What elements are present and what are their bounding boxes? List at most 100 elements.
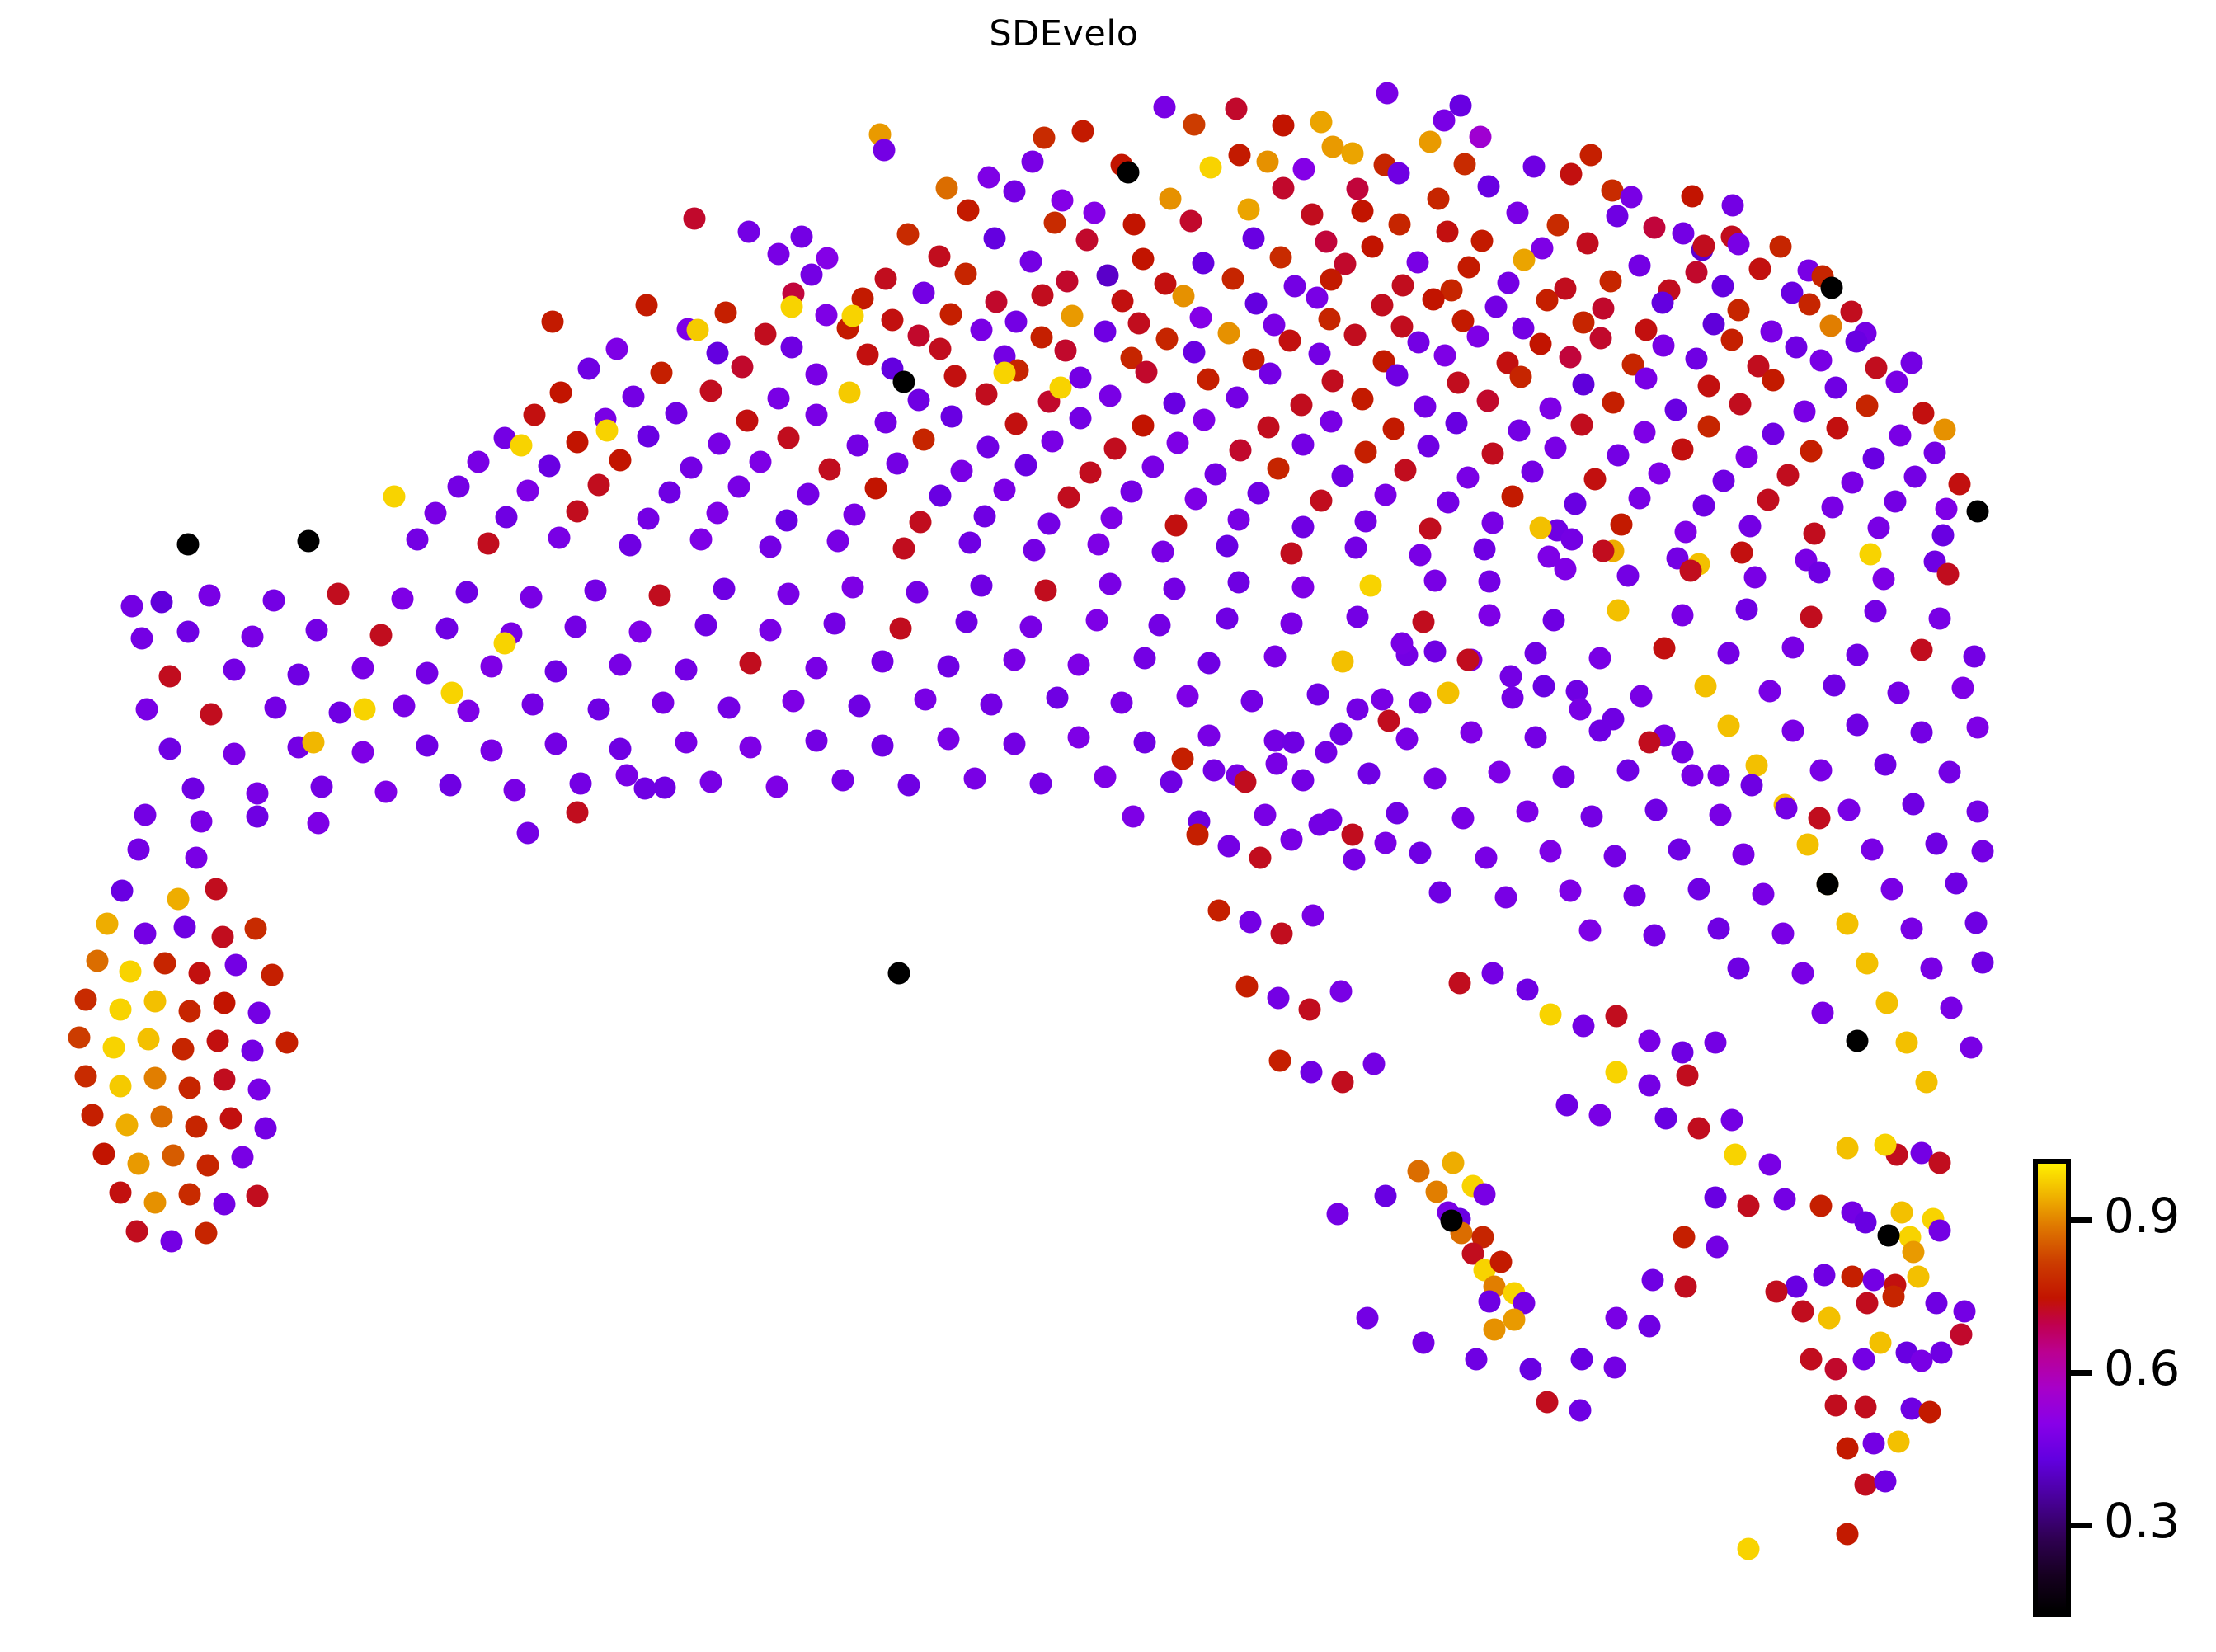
scatter-point (1681, 185, 1704, 208)
scatter-point (369, 624, 393, 647)
scatter-point (714, 301, 737, 324)
scatter-point (1320, 410, 1343, 433)
scatter-point (1529, 332, 1552, 355)
scatter-point (1377, 709, 1400, 732)
scatter-point (957, 199, 980, 222)
scatter-point (1823, 674, 1846, 697)
scatter-point (1902, 1240, 1925, 1264)
scatter-point (818, 458, 841, 481)
scatter-point (1354, 440, 1377, 464)
scatter-point (1672, 222, 1695, 245)
scatter-point (1513, 248, 1536, 271)
scatter-point (1951, 676, 1974, 699)
scatter-point (954, 262, 977, 285)
scatter-point (970, 318, 993, 341)
scatter-point (1808, 561, 1831, 584)
scatter-point (780, 336, 803, 359)
scatter-point (1244, 292, 1268, 315)
scatter-point (1685, 261, 1708, 284)
scatter-point (1820, 276, 1843, 299)
scatter-point (1875, 991, 1898, 1014)
scatter-point (307, 812, 330, 835)
scatter-point (1854, 1395, 1877, 1419)
scatter-point (1877, 1224, 1900, 1247)
scatter-point (1043, 211, 1066, 234)
scatter-point (650, 361, 673, 384)
scatter-point (467, 450, 490, 473)
scatter-point (1351, 388, 1374, 411)
scatter-point (440, 681, 463, 704)
scatter-point (1889, 424, 1912, 447)
scatter-point (1707, 764, 1730, 787)
scatter-point (254, 1117, 277, 1140)
scatter-point (1971, 840, 1994, 863)
scatter-point (1569, 698, 1592, 721)
scatter-point (1094, 320, 1117, 343)
scatter-point (134, 922, 157, 945)
scatter-point (1516, 800, 1539, 823)
scatter-point (261, 963, 284, 986)
scatter-point (1852, 1348, 1875, 1371)
scatter-point (1388, 213, 1411, 236)
scatter-point (1071, 120, 1094, 143)
colorbar-tick-label: 0.9 (2104, 1188, 2181, 1244)
scatter-point (1456, 466, 1480, 489)
scatter-point (1740, 774, 1763, 797)
scatter-point (1915, 1071, 1938, 1094)
scatter-point (1346, 698, 1369, 721)
scatter-point (1069, 407, 1092, 430)
scatter-point (1103, 437, 1127, 460)
scatter-point (1643, 216, 1666, 239)
scatter-point (1477, 175, 1500, 198)
scatter-point (1227, 508, 1250, 531)
scatter-point (1437, 491, 1460, 514)
scatter-point (1280, 828, 1303, 851)
scatter-point (416, 734, 439, 757)
scatter-point (1423, 640, 1447, 663)
scatter-point (231, 1146, 254, 1169)
scatter-point (1960, 1036, 1983, 1059)
scatter-point (1003, 732, 1026, 755)
scatter-point (1890, 1201, 1913, 1224)
scatter-point (1872, 567, 1895, 591)
scatter-point (1184, 487, 1207, 511)
scatter-point (1306, 683, 1329, 706)
scatter-point (1029, 772, 1052, 795)
scatter-point (1729, 393, 1752, 416)
scatter-point (246, 1184, 269, 1207)
scatter-point (1862, 1432, 1885, 1455)
scatter-point (109, 998, 132, 1021)
scatter-point (538, 454, 561, 478)
scatter-point (782, 690, 805, 713)
scatter-point (1747, 355, 1770, 378)
scatter-point (1470, 229, 1494, 252)
scatter-point (96, 912, 119, 935)
scatter-point (1301, 904, 1324, 927)
scatter-point (1953, 1300, 1976, 1323)
colorbar[interactable]: 0.9 0.6 0.3 (2025, 1146, 2216, 1633)
scatter-point (1818, 1306, 1841, 1330)
scatter-point (1501, 485, 1524, 508)
scatter-point (1592, 539, 1615, 562)
scatter-point (1735, 445, 1758, 468)
scatter-point (1079, 461, 1102, 484)
scatter-point (1478, 1290, 1501, 1313)
scatter-point (305, 619, 328, 642)
scatter-point (790, 225, 813, 248)
scatter-point (1837, 798, 1861, 821)
colorbar-bar[interactable] (2033, 1159, 2071, 1617)
scatter-point (1738, 515, 1762, 538)
scatter-point (1216, 534, 1239, 558)
scatter-point (1282, 731, 1305, 754)
scatter-point (1356, 1306, 1379, 1330)
scatter-point (937, 655, 960, 678)
scatter-point (907, 388, 930, 412)
scatter-point (1160, 770, 1183, 793)
scatter-point (1536, 1391, 1559, 1414)
scatter-point (1570, 413, 1593, 436)
scatter-point (1031, 284, 1054, 307)
scatter-point (595, 419, 619, 442)
scatter-point (1122, 213, 1146, 236)
scatter-point (1940, 996, 1963, 1019)
scatter-point (1758, 1153, 1781, 1176)
